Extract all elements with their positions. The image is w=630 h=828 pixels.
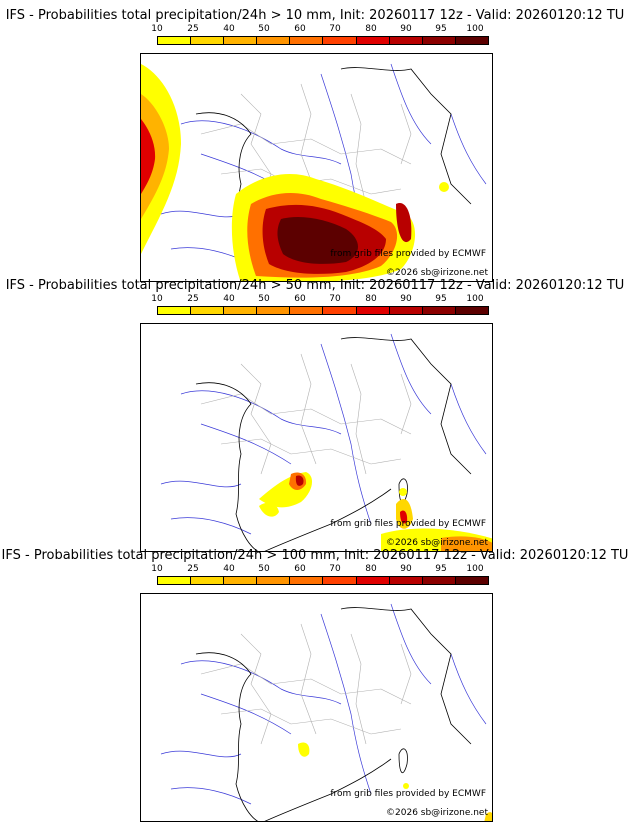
- copyright-credit: ©2026 sb@irizone.net: [386, 808, 488, 818]
- panel-title: IFS - Probabilities total precipitation/…: [5, 8, 625, 23]
- legend-swatch: [257, 307, 291, 314]
- legend-swatch: [290, 37, 324, 44]
- legend-swatch: [356, 37, 390, 44]
- rivers: [160, 333, 487, 535]
- legend-tick: 10: [151, 24, 163, 34]
- admin-borders: [200, 623, 412, 745]
- panel-10mm: IFS - Probabilities total precipitation/…: [0, 6, 630, 282]
- coastline: [195, 607, 472, 821]
- legend-tick: 80: [365, 564, 377, 574]
- legend-tick: 60: [294, 564, 306, 574]
- legend-tick: 25: [187, 564, 199, 574]
- legend-swatch: [455, 37, 488, 44]
- legend-swatch: [323, 37, 357, 44]
- legend-tick: 50: [258, 294, 270, 304]
- legend-swatch: [257, 37, 291, 44]
- legend-tick: 70: [329, 294, 341, 304]
- legend-swatch: [323, 577, 357, 584]
- legend-swatch: [422, 307, 456, 314]
- precip-shading: [298, 742, 492, 821]
- legend-tick: 70: [329, 24, 341, 34]
- legend-tick: 70: [329, 564, 341, 574]
- legend-tick: 10: [151, 294, 163, 304]
- legend-swatch: [389, 577, 423, 584]
- legend-tick: 95: [435, 564, 447, 574]
- precip-shading: [259, 472, 492, 551]
- source-credit: from grib files provided by ECMWF: [330, 789, 486, 799]
- legend-tick: 10: [151, 564, 163, 574]
- legend-tick: 60: [294, 294, 306, 304]
- legend-swatch: [422, 37, 456, 44]
- legend-swatch: [389, 37, 423, 44]
- legend-swatch: [290, 307, 324, 314]
- legend-swatch: [158, 307, 192, 314]
- legend-swatch: [191, 37, 225, 44]
- source-credit: from grib files provided by ECMWF: [330, 519, 486, 529]
- legend-swatch: [224, 307, 258, 314]
- legend-swatch: [455, 307, 488, 314]
- legend-swatch: [224, 37, 258, 44]
- panel-title: IFS - Probabilities total precipitation/…: [1, 548, 629, 563]
- legend-tick: 90: [400, 564, 412, 574]
- coastline: [195, 337, 472, 551]
- legend-tick: 25: [187, 294, 199, 304]
- rivers: [160, 603, 487, 805]
- legend-swatch: [257, 577, 291, 584]
- legend-labels: 10 25 40 50 60 70 80 90 95 100: [151, 294, 485, 306]
- copyright-credit: ©2026 sb@irizone.net: [386, 268, 488, 278]
- legend-swatch: [389, 307, 423, 314]
- legend-tick: 80: [365, 24, 377, 34]
- map-view: from grib files provided by ECMWF ©2026 …: [140, 593, 493, 822]
- map-svg: [160, 333, 492, 551]
- legend-tick: 80: [365, 294, 377, 304]
- legend-tick: 100: [466, 294, 484, 304]
- source-credit: from grib files provided by ECMWF: [330, 249, 486, 259]
- legend-tick: 95: [435, 294, 447, 304]
- panel-title: IFS - Probabilities total precipitation/…: [5, 278, 625, 293]
- rivers: [160, 63, 487, 265]
- legend-tick: 40: [223, 24, 235, 34]
- admin-borders: [200, 353, 412, 475]
- legend-colorbar: [157, 576, 489, 585]
- legend-tick: 25: [187, 24, 199, 34]
- legend-tick: 60: [294, 24, 306, 34]
- panel-100mm: IFS - Probabilities total precipitation/…: [0, 546, 630, 822]
- legend-tick: 40: [223, 564, 235, 574]
- legend-tick: 100: [466, 564, 484, 574]
- map-svg: [141, 63, 487, 281]
- map-view: from grib files provided by ECMWF ©2026 …: [140, 53, 493, 282]
- legend-swatch: [158, 37, 192, 44]
- legend-swatch: [158, 577, 192, 584]
- legend-tick: 50: [258, 24, 270, 34]
- legend-colorbar: [157, 36, 489, 45]
- legend-swatch: [356, 577, 390, 584]
- legend-swatch: [191, 577, 225, 584]
- legend-tick: 90: [400, 294, 412, 304]
- copyright-credit: ©2026 sb@irizone.net: [386, 538, 488, 548]
- precip-shading: [141, 64, 449, 281]
- legend-tick: 100: [466, 24, 484, 34]
- legend-tick: 95: [435, 24, 447, 34]
- map-view: from grib files provided by ECMWF ©2026 …: [140, 323, 493, 552]
- legend-tick: 40: [223, 294, 235, 304]
- legend-tick: 90: [400, 24, 412, 34]
- legend-swatch: [356, 307, 390, 314]
- panel-50mm: IFS - Probabilities total precipitation/…: [0, 276, 630, 552]
- legend-swatch: [224, 577, 258, 584]
- legend-swatch: [323, 307, 357, 314]
- legend-labels: 10 25 40 50 60 70 80 90 95 100: [151, 24, 485, 36]
- legend-swatch: [191, 307, 225, 314]
- legend-labels: 10 25 40 50 60 70 80 90 95 100: [151, 564, 485, 576]
- legend-swatch: [455, 577, 488, 584]
- legend-colorbar: [157, 306, 489, 315]
- legend-tick: 50: [258, 564, 270, 574]
- legend-swatch: [290, 577, 324, 584]
- legend-swatch: [422, 577, 456, 584]
- map-svg: [160, 603, 492, 821]
